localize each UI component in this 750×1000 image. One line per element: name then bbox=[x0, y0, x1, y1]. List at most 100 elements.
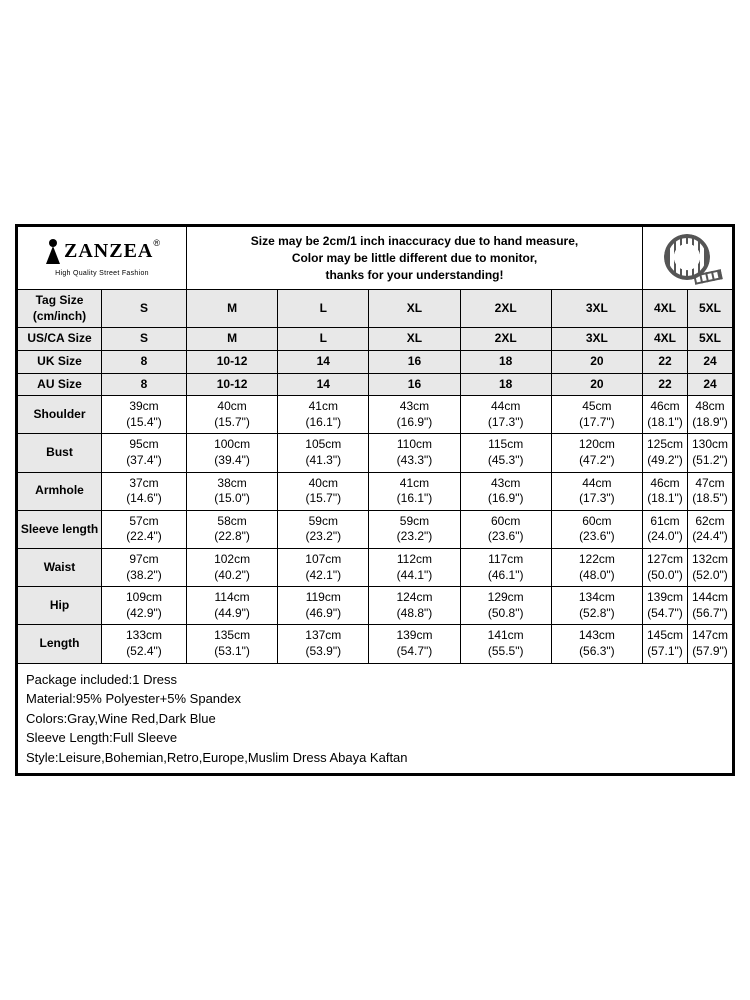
value-cm: 134cm bbox=[554, 590, 640, 606]
measurement-row: Waist97cm(38.2")102cm(40.2")107cm(42.1")… bbox=[18, 549, 733, 587]
value-inch: (53.1") bbox=[189, 644, 275, 660]
size-row: AU Size810-12141618202224 bbox=[18, 373, 733, 396]
value-inch: (43.3") bbox=[371, 453, 457, 469]
size-row: US/CA SizeSMLXL2XL3XL4XL5XL bbox=[18, 328, 733, 351]
value-inch: (41.3") bbox=[280, 453, 366, 469]
value-cm: 43cm bbox=[463, 476, 549, 492]
value-cm: 141cm bbox=[463, 628, 549, 644]
value-cm: 124cm bbox=[371, 590, 457, 606]
value-cm: 48cm bbox=[690, 399, 730, 415]
value-inch: (22.8") bbox=[189, 529, 275, 545]
value-inch: (24.0") bbox=[645, 529, 685, 545]
measurement-cell: 46cm(18.1") bbox=[643, 396, 688, 434]
value-inch: (44.9") bbox=[189, 606, 275, 622]
row-label: Hip bbox=[18, 587, 102, 625]
value-cm: 100cm bbox=[189, 437, 275, 453]
measurement-row: Sleeve length57cm(22.4")58cm(22.8")59cm(… bbox=[18, 510, 733, 548]
measurement-cell: 38cm(15.0") bbox=[187, 472, 278, 510]
value-cm: 137cm bbox=[280, 628, 366, 644]
tape-cell bbox=[643, 226, 733, 289]
size-cell: 18 bbox=[460, 351, 551, 374]
size-cell: 10-12 bbox=[187, 351, 278, 374]
value-cm: 60cm bbox=[463, 514, 549, 530]
value-cm: 144cm bbox=[690, 590, 730, 606]
value-inch: (57.9") bbox=[690, 644, 730, 660]
value-inch: (18.9") bbox=[690, 415, 730, 431]
detail-line: Package included:1 Dress bbox=[26, 670, 724, 690]
value-inch: (48.8") bbox=[371, 606, 457, 622]
value-inch: (54.7") bbox=[371, 644, 457, 660]
measurement-cell: 41cm(16.1") bbox=[369, 472, 460, 510]
value-cm: 105cm bbox=[280, 437, 366, 453]
value-cm: 62cm bbox=[690, 514, 730, 530]
measuring-tape-icon bbox=[658, 236, 718, 280]
value-inch: (18.1") bbox=[645, 491, 685, 507]
value-inch: (24.4") bbox=[690, 529, 730, 545]
value-cm: 130cm bbox=[690, 437, 730, 453]
size-cell: 4XL bbox=[643, 290, 688, 328]
measurement-cell: 115cm(45.3") bbox=[460, 434, 551, 472]
measurement-cell: 129cm(50.8") bbox=[460, 587, 551, 625]
measurement-cell: 58cm(22.8") bbox=[187, 510, 278, 548]
value-inch: (50.8") bbox=[463, 606, 549, 622]
value-inch: (16.1") bbox=[371, 491, 457, 507]
detail-line: Style:Leisure,Bohemian,Retro,Europe,Musl… bbox=[26, 748, 724, 768]
value-inch: (17.3") bbox=[463, 415, 549, 431]
value-cm: 57cm bbox=[104, 514, 184, 530]
size-chart: ZANZEA®High Quality Street FashionSize m… bbox=[15, 224, 735, 776]
value-inch: (37.4") bbox=[104, 453, 184, 469]
value-inch: (51.2") bbox=[690, 453, 730, 469]
value-cm: 129cm bbox=[463, 590, 549, 606]
measurement-cell: 40cm(15.7") bbox=[187, 396, 278, 434]
measurement-cell: 141cm(55.5") bbox=[460, 625, 551, 663]
value-inch: (15.0") bbox=[189, 491, 275, 507]
value-inch: (52.0") bbox=[690, 568, 730, 584]
value-cm: 47cm bbox=[690, 476, 730, 492]
measurement-cell: 43cm(16.9") bbox=[369, 396, 460, 434]
size-cell: 22 bbox=[643, 351, 688, 374]
size-cell: 14 bbox=[278, 351, 369, 374]
product-details: Package included:1 DressMaterial:95% Pol… bbox=[18, 663, 733, 774]
measurement-cell: 43cm(16.9") bbox=[460, 472, 551, 510]
size-cell: 4XL bbox=[643, 328, 688, 351]
brand-registered-icon: ® bbox=[153, 238, 160, 248]
value-inch: (18.5") bbox=[690, 491, 730, 507]
value-inch: (54.7") bbox=[645, 606, 685, 622]
value-inch: (46.1") bbox=[463, 568, 549, 584]
value-inch: (47.2") bbox=[554, 453, 640, 469]
value-inch: (16.9") bbox=[463, 491, 549, 507]
measurement-cell: 62cm(24.4") bbox=[688, 510, 733, 548]
value-cm: 120cm bbox=[554, 437, 640, 453]
value-cm: 122cm bbox=[554, 552, 640, 568]
value-cm: 37cm bbox=[104, 476, 184, 492]
value-cm: 119cm bbox=[280, 590, 366, 606]
banner-row: ZANZEA®High Quality Street FashionSize m… bbox=[18, 226, 733, 289]
value-cm: 59cm bbox=[371, 514, 457, 530]
value-cm: 139cm bbox=[371, 628, 457, 644]
measurement-row: Length133cm(52.4")135cm(53.1")137cm(53.9… bbox=[18, 625, 733, 663]
value-cm: 135cm bbox=[189, 628, 275, 644]
value-cm: 107cm bbox=[280, 552, 366, 568]
detail-line: Colors:Gray,Wine Red,Dark Blue bbox=[26, 709, 724, 729]
value-cm: 139cm bbox=[645, 590, 685, 606]
value-cm: 114cm bbox=[189, 590, 275, 606]
footer-row: Package included:1 DressMaterial:95% Pol… bbox=[18, 663, 733, 774]
size-cell: 3XL bbox=[551, 328, 642, 351]
value-cm: 39cm bbox=[104, 399, 184, 415]
size-table: ZANZEA®High Quality Street FashionSize m… bbox=[17, 226, 733, 774]
size-cell: 2XL bbox=[460, 290, 551, 328]
size-row: Tag Size(cm/inch)SMLXL2XL3XL4XL5XL bbox=[18, 290, 733, 328]
value-inch: (55.5") bbox=[463, 644, 549, 660]
value-cm: 127cm bbox=[645, 552, 685, 568]
row-label: Armhole bbox=[18, 472, 102, 510]
measurement-cell: 139cm(54.7") bbox=[643, 587, 688, 625]
size-cell: XL bbox=[369, 328, 460, 351]
value-inch: (39.4") bbox=[189, 453, 275, 469]
value-inch: (50.0") bbox=[645, 568, 685, 584]
value-inch: (17.7") bbox=[554, 415, 640, 431]
size-cell: L bbox=[278, 290, 369, 328]
value-cm: 143cm bbox=[554, 628, 640, 644]
value-cm: 112cm bbox=[371, 552, 457, 568]
value-inch: (48.0") bbox=[554, 568, 640, 584]
size-cell: 18 bbox=[460, 373, 551, 396]
